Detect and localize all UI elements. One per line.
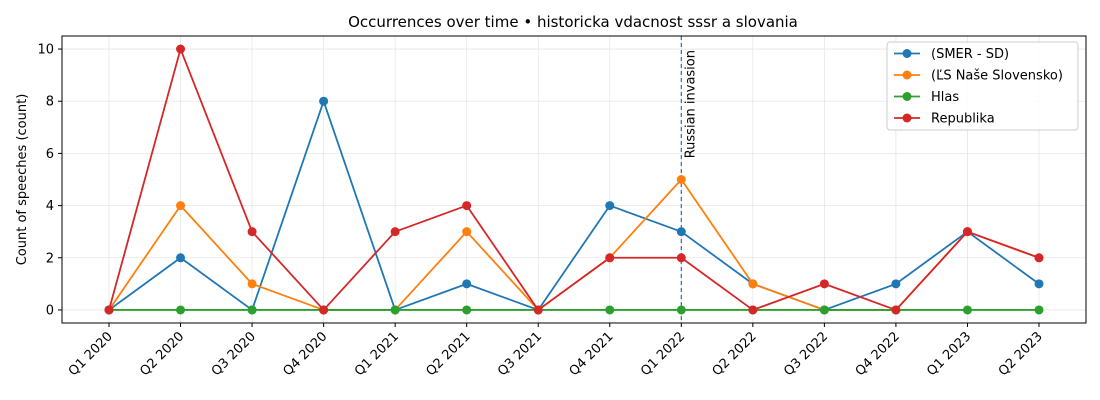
data-point <box>462 279 472 289</box>
data-point <box>676 305 686 315</box>
data-point <box>819 279 829 289</box>
legend-label: Republika <box>931 112 995 127</box>
data-point <box>819 305 829 315</box>
data-point <box>176 253 186 263</box>
data-point <box>462 305 472 315</box>
data-point <box>247 227 257 237</box>
data-point <box>676 227 686 237</box>
y-axis-label: Count of speeches (count) <box>15 94 30 266</box>
data-point <box>176 44 186 54</box>
legend-marker <box>902 70 912 80</box>
data-point <box>748 305 758 315</box>
data-point <box>176 305 186 315</box>
data-point <box>1034 305 1044 315</box>
data-point <box>1034 253 1044 263</box>
data-point <box>319 305 329 315</box>
data-point <box>390 305 400 315</box>
legend-label: (SMER - SD) <box>931 47 1009 62</box>
data-point <box>962 305 972 315</box>
data-point <box>605 305 615 315</box>
legend-marker <box>902 113 912 123</box>
data-point <box>891 305 901 315</box>
y-tick-label: 4 <box>46 199 54 214</box>
data-point <box>676 175 686 184</box>
series-line <box>108 100 1040 311</box>
y-tick-label: 10 <box>37 43 54 58</box>
legend-marker <box>902 92 912 101</box>
series-layer <box>104 44 1044 315</box>
data-point <box>462 201 472 211</box>
data-point <box>676 253 686 263</box>
chart-title: Occurrences over time • historicka vdacn… <box>348 13 798 31</box>
annotation-label: Russian invasion <box>683 50 698 158</box>
data-point <box>176 201 186 211</box>
legend-marker <box>902 49 912 58</box>
data-point <box>891 279 901 289</box>
data-point <box>319 96 329 106</box>
legend-label: Hlas <box>931 90 959 105</box>
data-point <box>533 305 543 315</box>
data-point <box>605 253 615 263</box>
series-group <box>104 44 1044 315</box>
data-point <box>247 279 257 289</box>
plot-area-frame <box>61 35 1087 324</box>
data-point <box>390 227 400 237</box>
data-point <box>104 305 114 315</box>
data-point <box>462 227 472 237</box>
data-point <box>247 305 257 315</box>
y-tick-label: 6 <box>46 147 54 162</box>
legend-box <box>886 41 1079 131</box>
data-point <box>748 279 758 289</box>
data-point <box>1034 279 1044 289</box>
data-point <box>962 227 972 237</box>
data-point <box>605 201 615 211</box>
legend: (SMER - SD) (ĽS Naše Slovensko) Hlas Republ… <box>886 41 1079 131</box>
series-line <box>108 48 1040 311</box>
y-tick-label: 0 <box>46 303 54 318</box>
y-tick-label: 2 <box>46 251 54 266</box>
legend-label: (ĽS Naše Slovensko) <box>931 69 1063 84</box>
y-tick-label: 8 <box>46 95 54 110</box>
